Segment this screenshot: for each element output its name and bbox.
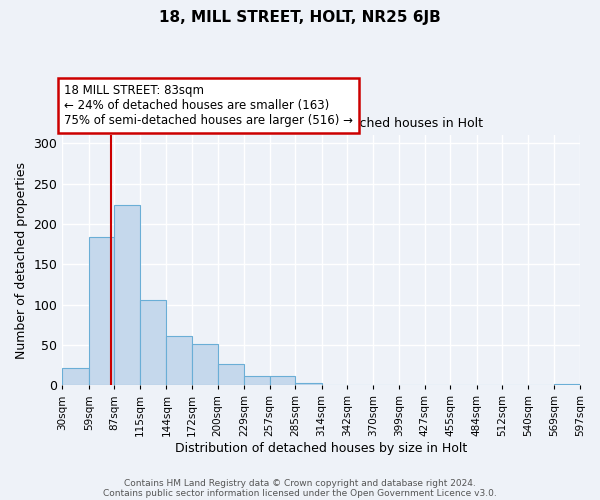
- Bar: [554, 384, 580, 386]
- Text: Contains HM Land Registry data © Crown copyright and database right 2024.: Contains HM Land Registry data © Crown c…: [124, 478, 476, 488]
- Bar: [89, 237, 115, 386]
- Bar: [62, 368, 89, 386]
- Bar: [115, 204, 140, 386]
- Bar: [166, 336, 192, 386]
- Text: Contains public sector information licensed under the Open Government Licence v3: Contains public sector information licen…: [103, 488, 497, 498]
- Bar: [295, 383, 322, 386]
- Bar: [244, 376, 269, 386]
- Bar: [192, 344, 218, 386]
- Text: 18 MILL STREET: 83sqm
← 24% of detached houses are smaller (163)
75% of semi-det: 18 MILL STREET: 83sqm ← 24% of detached …: [64, 84, 353, 128]
- Bar: [140, 300, 166, 386]
- Title: Size of property relative to detached houses in Holt: Size of property relative to detached ho…: [160, 117, 482, 130]
- Y-axis label: Number of detached properties: Number of detached properties: [15, 162, 28, 359]
- Bar: [218, 364, 244, 386]
- Text: 18, MILL STREET, HOLT, NR25 6JB: 18, MILL STREET, HOLT, NR25 6JB: [159, 10, 441, 25]
- Bar: [269, 376, 295, 386]
- X-axis label: Distribution of detached houses by size in Holt: Distribution of detached houses by size …: [175, 442, 467, 455]
